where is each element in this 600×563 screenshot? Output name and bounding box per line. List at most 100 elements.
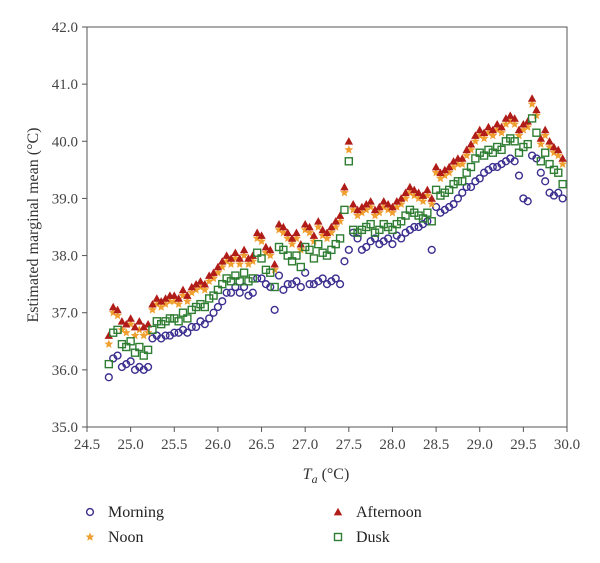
- dusk-point: [331, 239, 340, 249]
- noon-point: [143, 328, 153, 337]
- dusk-point: [396, 217, 406, 226]
- noon-legend-icon: [85, 532, 95, 541]
- legend-label: Dusk: [356, 529, 390, 546]
- dusk-point: [479, 151, 489, 160]
- morning-point: [458, 188, 467, 197]
- afternoon-point: [340, 182, 349, 191]
- afternoon-point: [292, 228, 301, 237]
- afternoon-point: [545, 137, 554, 145]
- dusk-point: [453, 177, 463, 186]
- dusk-point: [139, 351, 148, 360]
- noon-point: [523, 122, 533, 131]
- morning-point: [161, 331, 170, 340]
- dusk-point: [266, 268, 275, 277]
- afternoon-point: [436, 168, 445, 177]
- morning-point: [231, 282, 240, 292]
- x-axis-title-unit: (°C): [318, 466, 350, 483]
- noon-point: [357, 208, 367, 217]
- afternoon-point: [108, 302, 118, 311]
- afternoon-point: [492, 119, 502, 128]
- dusk-point: [523, 139, 532, 149]
- x-axis-title-subscript: a: [312, 472, 318, 486]
- noon-point: [148, 305, 157, 314]
- morning-point: [475, 174, 484, 183]
- morning-point: [340, 257, 349, 266]
- morning-point: [541, 177, 550, 186]
- dusk-point: [183, 314, 192, 323]
- x-tick-label: 25.0: [118, 437, 144, 453]
- dusk-point: [143, 345, 153, 355]
- afternoon-point: [388, 202, 397, 211]
- y-tick-label: 35.0: [52, 420, 78, 436]
- afternoon-point: [309, 231, 319, 239]
- dusk-point: [466, 162, 476, 172]
- afternoon-point: [296, 239, 306, 248]
- dusk-point: [510, 137, 519, 146]
- noon-point: [553, 150, 563, 160]
- dusk-point: [497, 145, 506, 155]
- x-tick-label: 27.0: [292, 437, 318, 453]
- afternoon-point: [379, 197, 388, 205]
- morning-point: [226, 288, 236, 297]
- dusk-point: [558, 179, 567, 189]
- afternoon-point: [353, 205, 362, 214]
- morning-point: [344, 245, 353, 254]
- dusk-point: [418, 214, 428, 223]
- morning-point: [427, 245, 436, 254]
- afternoon-point: [449, 157, 458, 165]
- dusk-point: [257, 254, 266, 263]
- dusk-point: [488, 148, 498, 157]
- afternoon-point: [554, 145, 563, 154]
- noon-point: [209, 273, 218, 283]
- afternoon-point: [183, 291, 192, 299]
- afternoon-point: [431, 162, 441, 171]
- afternoon-point: [344, 137, 354, 145]
- noon-point: [134, 325, 144, 334]
- afternoon-point: [410, 185, 419, 194]
- afternoon-point: [322, 228, 332, 237]
- dusk-point: [148, 325, 157, 335]
- legend-item-afternoon: Afternoon: [333, 504, 422, 521]
- morning-point: [462, 182, 471, 192]
- afternoon-point: [135, 317, 144, 325]
- dusk-point: [270, 282, 279, 292]
- afternoon-point: [327, 222, 336, 231]
- noon-point: [353, 210, 362, 220]
- afternoon-point: [392, 197, 402, 205]
- afternoon-point: [239, 245, 249, 254]
- legend-item-noon: Noon: [85, 529, 144, 546]
- dusk-point: [366, 219, 375, 229]
- morning-point: [187, 322, 196, 332]
- noon-point: [374, 208, 384, 217]
- afternoon-legend-icon: [333, 507, 343, 516]
- noon-point: [388, 208, 397, 217]
- x-tick-label: 28.0: [379, 437, 405, 453]
- noon-point: [309, 236, 319, 246]
- morning-point: [248, 288, 257, 297]
- morning-point: [170, 328, 179, 337]
- afternoon-point: [471, 131, 480, 139]
- noon-point: [540, 130, 550, 140]
- afternoon-point: [458, 154, 467, 162]
- noon-point: [470, 136, 480, 146]
- afternoon-point: [366, 197, 375, 205]
- noon-point: [161, 299, 170, 308]
- legend-label: Noon: [108, 529, 144, 546]
- x-axis-title-symbol: T: [303, 466, 313, 483]
- morning-point: [305, 280, 314, 289]
- series-morning: [104, 151, 567, 382]
- afternoon-point: [514, 125, 524, 134]
- dusk-point: [226, 277, 236, 286]
- noon-point: [366, 202, 376, 211]
- afternoon-point: [191, 279, 201, 288]
- morning-point: [410, 222, 419, 232]
- afternoon-point: [423, 185, 432, 194]
- afternoon-point: [549, 142, 559, 151]
- noon-point: [287, 239, 297, 248]
- afternoon-point: [187, 282, 196, 291]
- afternoon-point: [418, 191, 428, 199]
- series-dusk: [104, 114, 567, 369]
- afternoon-point: [396, 194, 406, 202]
- x-tick-label: 26.0: [205, 437, 231, 453]
